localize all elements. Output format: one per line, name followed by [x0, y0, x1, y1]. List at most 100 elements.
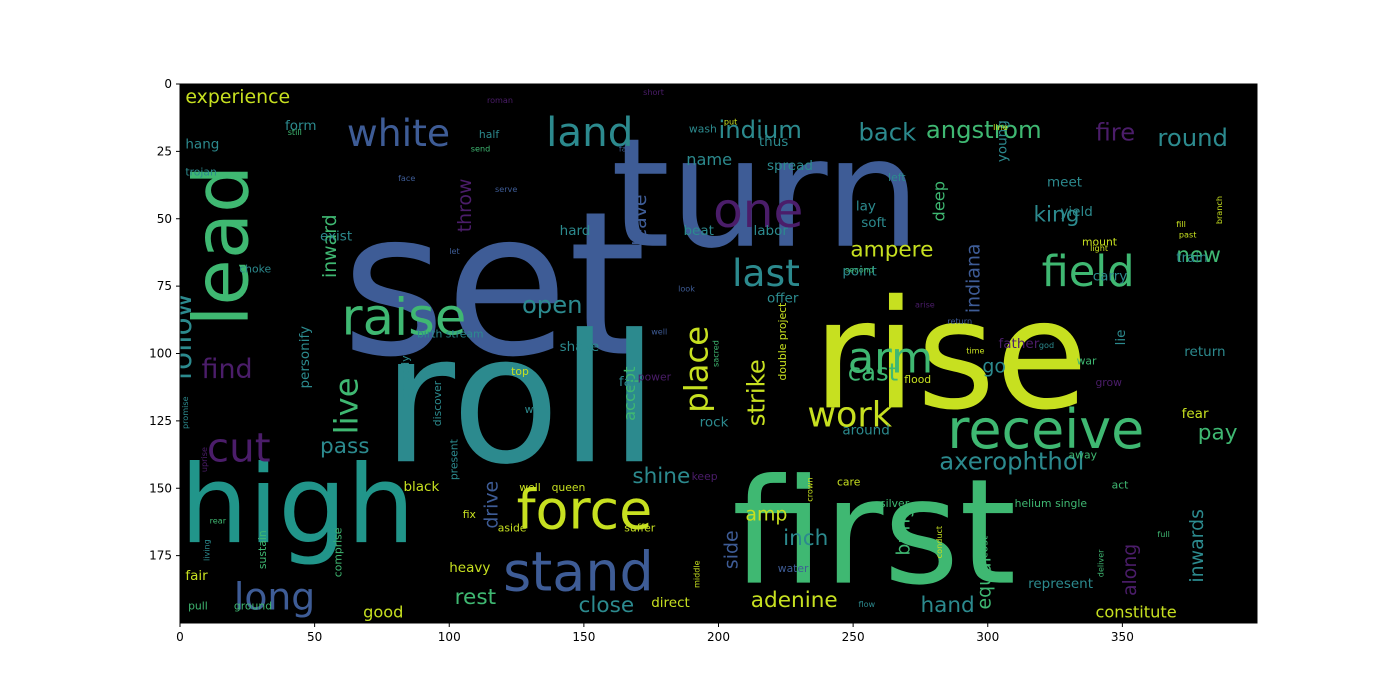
y-tick-label: 175 — [149, 549, 172, 563]
x-tick-label: 100 — [438, 630, 461, 644]
word-return: return — [947, 316, 972, 326]
word-queen: queen — [552, 481, 586, 494]
word-adenine: adenine — [751, 588, 838, 613]
word-pull: pull — [188, 600, 208, 613]
word-indiana: indiana — [963, 243, 985, 313]
word-mount: mount — [1082, 236, 1117, 249]
y-tick-label: 150 — [149, 481, 172, 495]
word-put: put — [724, 116, 737, 126]
wordcloud-background — [180, 84, 1257, 623]
word-rock: rock — [700, 414, 729, 430]
word-arm: arm — [848, 333, 933, 383]
word-spread: spread — [767, 158, 813, 174]
word-crown: crown — [805, 477, 815, 501]
word-offer: offer — [767, 290, 799, 306]
word-inward: inward — [319, 214, 341, 278]
word-hard: hard — [560, 223, 591, 239]
word-receive: receive — [947, 398, 1144, 461]
word-ground: ground — [234, 600, 272, 613]
word-pass: pass — [320, 434, 369, 459]
word-birth-stream: birth stream — [417, 327, 484, 340]
x-tick-label: 300 — [976, 630, 999, 644]
word-equal: equal — [973, 557, 995, 609]
word-inwards: inwards — [1186, 509, 1208, 583]
word-rest: rest — [455, 585, 496, 610]
word-turn: turn — [611, 106, 921, 282]
word-second: second — [845, 265, 874, 275]
word-along: along — [1119, 544, 1141, 596]
word-flood: flood — [904, 373, 931, 386]
word-fill: fill — [1176, 219, 1186, 229]
word-live: live — [328, 377, 366, 434]
word-force: force — [517, 479, 653, 542]
word-back: back — [859, 118, 917, 147]
word-deep: deep — [930, 181, 949, 221]
word-shake: shake — [560, 339, 600, 355]
word-beat: beat — [683, 223, 713, 239]
word-power: power — [638, 370, 672, 383]
word-father: father — [999, 336, 1040, 352]
x-tick-label: 200 — [707, 630, 730, 644]
word-time: time — [966, 346, 984, 356]
word-send: send — [471, 143, 490, 153]
word-roman: roman — [487, 95, 513, 105]
word-meet: meet — [1047, 174, 1082, 190]
word-indium: indium — [719, 115, 802, 144]
word-yield: yield — [1060, 204, 1092, 220]
x-tick-label: 0 — [176, 630, 184, 644]
word-silver: silver — [880, 497, 910, 510]
word-fire: fire — [1095, 118, 1135, 147]
word-round: round — [1157, 123, 1228, 152]
word-flow: flow — [859, 599, 876, 609]
word-keep: keep — [692, 470, 718, 483]
word-single: single — [1055, 497, 1087, 510]
word-represent: represent — [1028, 576, 1093, 592]
word-middle: middle — [692, 560, 702, 588]
word-sacred: sacred — [711, 340, 721, 367]
word-act: act — [1112, 478, 1129, 491]
word-present: present — [447, 439, 460, 480]
word-cost: cost — [978, 536, 991, 558]
word-find: find — [202, 354, 253, 385]
word-black: black — [403, 479, 439, 495]
word-away: away — [1069, 449, 1098, 462]
word-rise: rise — [813, 267, 1088, 443]
word-past: past — [1179, 230, 1197, 240]
word-leave: leave — [629, 194, 651, 245]
word-heavy: heavy — [449, 560, 490, 576]
x-axis: 0 50 100 150 200 250 300 350 — [176, 623, 1134, 644]
word-bring: bring — [893, 507, 915, 556]
word-well: well — [519, 481, 540, 494]
word-suffer: suffer — [624, 521, 656, 534]
word-new: new — [1176, 243, 1221, 268]
word-close: close — [578, 593, 634, 618]
word-branch: branch — [1214, 196, 1224, 224]
word-let: let — [449, 246, 459, 256]
word-exist: exist — [320, 228, 352, 244]
word-arise: arise — [915, 300, 935, 310]
word-amp: amp — [745, 504, 787, 526]
word-uprise: uprise — [199, 447, 209, 472]
x-tick-label: 150 — [572, 630, 595, 644]
word-inch: inch — [783, 526, 828, 551]
word-pay: pay — [1198, 421, 1238, 446]
word-angstrom: angstrom — [926, 115, 1042, 144]
word-go: go — [982, 355, 1006, 377]
word-field: field — [1042, 247, 1135, 297]
word-still: still — [288, 127, 302, 137]
word-raise: raise — [342, 288, 467, 348]
word-last: last — [732, 251, 800, 295]
y-tick-label: 25 — [157, 144, 172, 158]
word-full: full — [1157, 529, 1169, 539]
word-roll: roll — [382, 296, 659, 503]
word-fair: fair — [185, 568, 208, 584]
word-experience: experience — [185, 86, 290, 108]
word-wash: wash — [689, 123, 717, 136]
word-first: first — [732, 449, 1016, 618]
word-set: set — [342, 170, 647, 402]
word-rear: rear — [210, 515, 227, 525]
word-comprise: comprise — [332, 527, 345, 577]
word-fix: fix — [463, 508, 477, 521]
